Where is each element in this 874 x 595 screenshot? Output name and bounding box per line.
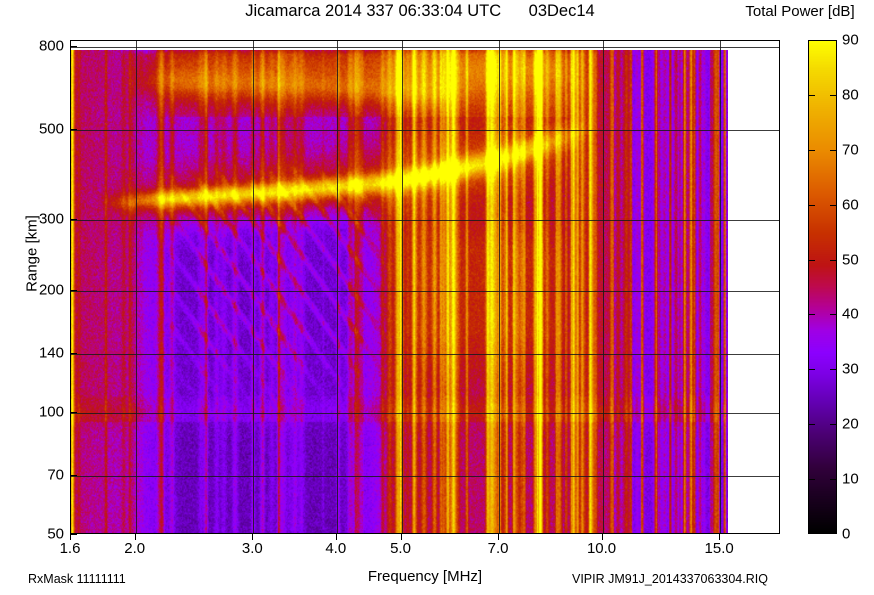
- vertical-gridline: [499, 41, 501, 533]
- x-tick-label: 10.0: [586, 540, 617, 557]
- x-tick-mark: [601, 534, 603, 540]
- x-tick-mark: [400, 534, 402, 540]
- page-title: Jicamarca 2014 337 06:33:04 UTC 03Dec14: [245, 2, 595, 20]
- y-tick-mark: [70, 46, 77, 48]
- y-tick-mark: [70, 412, 77, 414]
- colorbar-tick-mark: [830, 259, 836, 261]
- horizontal-gridline: [71, 353, 779, 355]
- y-tick-mark: [70, 534, 77, 535]
- y-tick-mark: [70, 129, 77, 131]
- y-tick-label: 70: [47, 466, 64, 484]
- horizontal-gridline: [71, 47, 779, 49]
- plot-area: [70, 40, 780, 534]
- y-tick-label: 500: [38, 120, 64, 138]
- horizontal-gridline: [71, 130, 779, 132]
- colorbar-tick-mark: [830, 94, 836, 96]
- x-axis-label: Frequency [MHz]: [367, 568, 483, 585]
- colorbar-tick-label: 20: [842, 415, 859, 433]
- colorbar-tick-label: 40: [842, 305, 859, 323]
- colorbar-tick-mark: [809, 204, 815, 206]
- y-tick-label: 100: [38, 403, 64, 421]
- colorbar-tick-mark: [830, 369, 836, 371]
- y-tick-mark: [70, 218, 77, 220]
- y-tick-label: 140: [38, 344, 64, 362]
- horizontal-gridline: [71, 475, 779, 477]
- vertical-gridline: [253, 41, 255, 533]
- colorbar-tick-label: 60: [842, 196, 859, 214]
- colorbar-tick-mark: [809, 424, 815, 426]
- footer-rxmask: RxMask 11111111: [28, 572, 126, 586]
- colorbar-tick-label: 80: [842, 86, 859, 104]
- y-tick-mark: [70, 352, 77, 354]
- colorbar-tick-mark: [809, 94, 815, 96]
- colorbar-tick-label: 70: [842, 141, 859, 159]
- vertical-gridline: [720, 41, 722, 533]
- vertical-gridline: [602, 41, 604, 533]
- x-tick-mark: [498, 534, 500, 540]
- colorbar-canvas: [809, 41, 836, 533]
- colorbar-tick-label: 90: [842, 31, 859, 49]
- x-tick-mark: [252, 534, 254, 540]
- x-tick-label: 1.6: [59, 540, 81, 557]
- colorbar-tick-label: 10: [842, 470, 859, 488]
- colorbar-tick-label: 30: [842, 360, 859, 378]
- colorbar-tick-mark: [830, 479, 836, 481]
- y-tick-label: 200: [38, 281, 64, 299]
- horizontal-gridline: [71, 413, 779, 415]
- x-tick-label: 5.0: [390, 540, 411, 557]
- colorbar-tick-label: 50: [842, 251, 859, 269]
- x-tick-label: 2.0: [124, 540, 146, 557]
- x-tick-label: 7.0: [487, 540, 509, 557]
- y-tick-mark: [70, 290, 77, 292]
- x-tick-label: 4.0: [325, 540, 347, 557]
- colorbar-tick-label: 0: [842, 525, 851, 543]
- footer-filename: VIPIR JM91J_2014337063304.RIQ: [572, 572, 768, 586]
- x-tick-mark: [719, 534, 721, 540]
- colorbar-tick-mark: [830, 314, 836, 316]
- vertical-gridline: [336, 41, 338, 533]
- colorbar: [808, 40, 837, 534]
- colorbar-tick-mark: [809, 314, 815, 316]
- y-tick-label: 800: [38, 37, 64, 55]
- x-tick-mark: [70, 534, 71, 540]
- y-tick-label: 50: [47, 525, 64, 543]
- colorbar-tick-mark: [809, 149, 815, 151]
- colorbar-title: Total Power [dB]: [745, 3, 855, 20]
- plot-clip: [71, 41, 779, 533]
- vertical-gridline: [401, 41, 403, 533]
- colorbar-tick-mark: [830, 149, 836, 151]
- colorbar-tick-mark: [809, 259, 815, 261]
- colorbar-tick-mark: [830, 424, 836, 426]
- x-tick-mark: [134, 534, 136, 540]
- colorbar-tick-mark: [809, 369, 815, 371]
- y-tick-mark: [70, 474, 77, 476]
- y-tick-label: 300: [38, 210, 64, 228]
- horizontal-gridline: [71, 219, 779, 221]
- vertical-gridline: [135, 41, 137, 533]
- x-tick-label: 15.0: [704, 540, 734, 557]
- x-tick-label: 3.0: [241, 540, 263, 557]
- colorbar-tick-mark: [809, 479, 815, 481]
- colorbar-tick-mark: [830, 204, 836, 206]
- x-tick-mark: [335, 534, 337, 540]
- horizontal-gridline: [71, 291, 779, 293]
